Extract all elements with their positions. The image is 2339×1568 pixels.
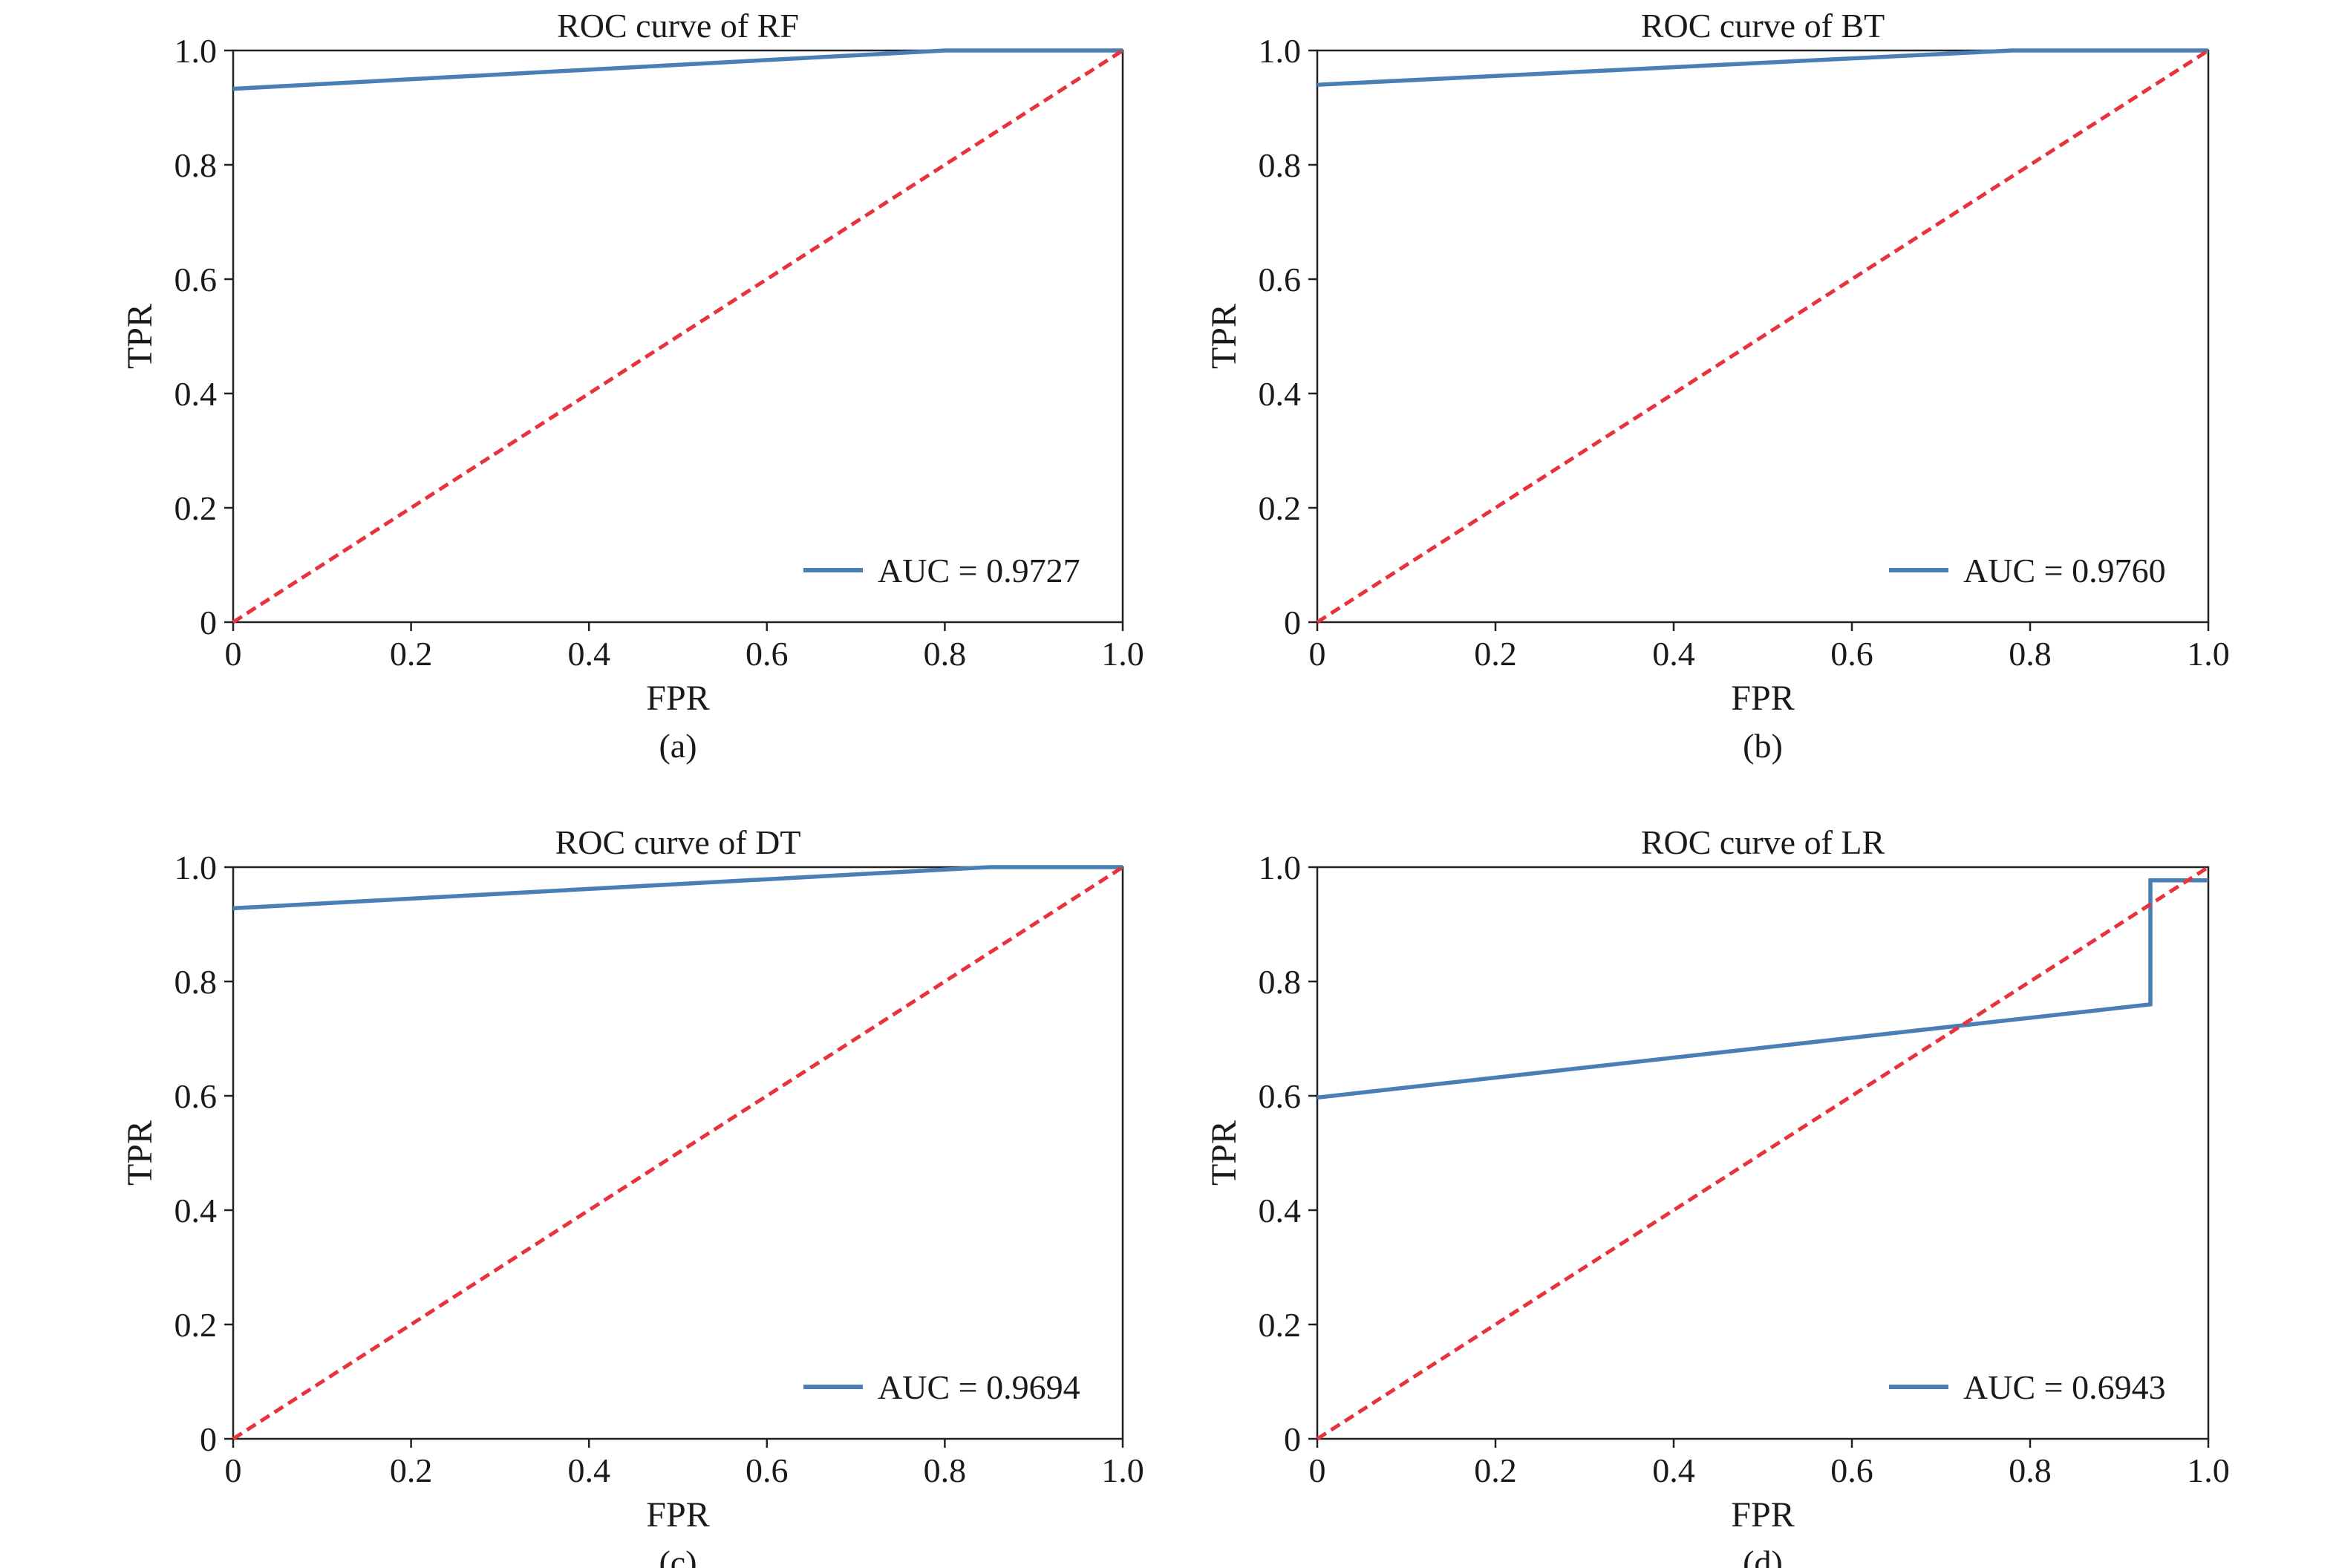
x-tick-label: 0.8 <box>2009 635 2052 673</box>
y-tick-label: 0 <box>1284 604 1301 641</box>
y-tick-label: 0.6 <box>1259 261 1302 298</box>
chart-panel-1: ROC curve of RF 0 0.2 0.4 0.6 0.8 1.0 0 0.2 0.4 0.… <box>120 7 1144 765</box>
x-axis-label: FPR <box>646 679 709 718</box>
plot-frame <box>232 866 1124 1440</box>
x-tick-label: 0.6 <box>1830 635 1873 673</box>
x-tick-label: 0.4 <box>1652 635 1695 673</box>
roc-curve-line <box>232 48 1123 91</box>
chance-diagonal-line <box>1316 48 2210 624</box>
x-tick-label: 0.8 <box>924 635 967 673</box>
y-tick-label: 0.2 <box>174 1306 218 1344</box>
chart-title: ROC curve of LR <box>1641 823 1885 861</box>
x-tick-label: 0.6 <box>746 1451 789 1489</box>
y-axis-label: TPR <box>120 304 160 369</box>
legend-label: AUC = 0.9694 <box>878 1368 1080 1406</box>
x-tick-label: 0.2 <box>1474 1451 1517 1489</box>
y-axis-label: TPR <box>1204 1120 1244 1186</box>
roc-curve-line <box>1317 878 2208 1100</box>
chart-panel-3: ROC curve of DT 0 0.2 0.4 0.6 0.8 1.0 0 0.2 0.4 0.… <box>120 823 1144 1568</box>
legend-label: AUC = 0.6943 <box>1963 1368 2166 1406</box>
x-axis-label: FPR <box>1731 679 1794 718</box>
x-tick-label: 0 <box>1309 635 1326 673</box>
panel-caption: (a) <box>659 727 697 765</box>
x-tick-label: 0.4 <box>567 635 610 673</box>
roc-curve-line <box>232 865 1123 911</box>
x-tick-label: 1.0 <box>1101 635 1144 673</box>
y-tick-label: 0.4 <box>174 1192 218 1229</box>
panel-caption: (b) <box>1743 727 1783 765</box>
legend-label: AUC = 0.9727 <box>878 552 1080 589</box>
x-tick-label: 0.2 <box>390 635 433 673</box>
y-tick-label: 1.0 <box>1259 32 1302 70</box>
x-tick-label: 1.0 <box>2187 635 2230 673</box>
chance-diagonal-line <box>232 48 1124 624</box>
y-tick-label: 0.4 <box>1259 1192 1302 1229</box>
x-tick-label: 1.0 <box>2187 1451 2230 1489</box>
y-tick-label: 0.8 <box>174 146 218 184</box>
x-tick-label: 0.6 <box>1830 1451 1873 1489</box>
x-tick-label: 0 <box>225 635 242 673</box>
x-tick-label: 0.6 <box>746 635 789 673</box>
y-tick-label: 0.6 <box>174 1077 218 1115</box>
y-tick-label: 1.0 <box>1259 849 1302 886</box>
x-tick-label: 0 <box>225 1451 242 1489</box>
y-tick-label: 1.0 <box>174 32 218 70</box>
x-tick-label: 0.2 <box>1474 635 1517 673</box>
y-tick-label: 0 <box>200 1420 217 1458</box>
y-tick-label: 0 <box>1284 1420 1301 1458</box>
chance-diagonal-line <box>232 865 1124 1441</box>
y-tick-label: 0.8 <box>1259 963 1302 1001</box>
chart-title: ROC curve of RF <box>557 7 799 45</box>
y-axis-label: TPR <box>1204 304 1244 369</box>
y-tick-label: 0.4 <box>1259 375 1302 413</box>
panel-caption: (d) <box>1743 1544 1783 1568</box>
chart-panel-2: ROC curve of BT 0 0.2 0.4 0.6 0.8 1.0 0 0.2 0.4 0.… <box>1204 7 2230 765</box>
y-tick-label: 0.2 <box>174 489 218 527</box>
x-tick-label: 1.0 <box>1101 1451 1144 1489</box>
x-tick-label: 0.2 <box>390 1451 433 1489</box>
plot-frame <box>1316 49 2210 624</box>
chart-title: ROC curve of BT <box>1641 7 1885 45</box>
y-tick-label: 0.8 <box>1259 146 1302 184</box>
chance-diagonal-line <box>1316 865 2210 1441</box>
y-axis-label: TPR <box>120 1120 160 1186</box>
chart-panel-4: ROC curve of LR 0 0.2 0.4 0.6 0.8 1.0 0 0.2 0.4 0.… <box>1204 823 2230 1568</box>
x-tick-label: 0 <box>1309 1451 1326 1489</box>
y-tick-label: 0.2 <box>1259 489 1302 527</box>
x-axis-label: FPR <box>646 1495 709 1535</box>
y-tick-label: 0 <box>200 604 217 641</box>
y-tick-label: 0.8 <box>174 963 218 1001</box>
plot-frame <box>1316 866 2210 1440</box>
x-tick-label: 0.4 <box>1652 1451 1695 1489</box>
y-tick-label: 0.2 <box>1259 1306 1302 1344</box>
y-tick-label: 0.4 <box>174 375 218 413</box>
panel-caption: (c) <box>659 1544 697 1568</box>
y-tick-label: 0.6 <box>174 261 218 298</box>
y-tick-label: 0.6 <box>1259 1077 1302 1115</box>
y-tick-label: 1.0 <box>174 849 218 886</box>
chart-title: ROC curve of DT <box>555 823 801 861</box>
roc-curve-line <box>1317 48 2208 87</box>
x-tick-label: 0.4 <box>567 1451 610 1489</box>
legend-label: AUC = 0.9760 <box>1963 552 2166 589</box>
x-axis-label: FPR <box>1731 1495 1794 1535</box>
plot-frame <box>232 49 1124 624</box>
x-tick-label: 0.8 <box>2009 1451 2052 1489</box>
x-tick-label: 0.8 <box>924 1451 967 1489</box>
